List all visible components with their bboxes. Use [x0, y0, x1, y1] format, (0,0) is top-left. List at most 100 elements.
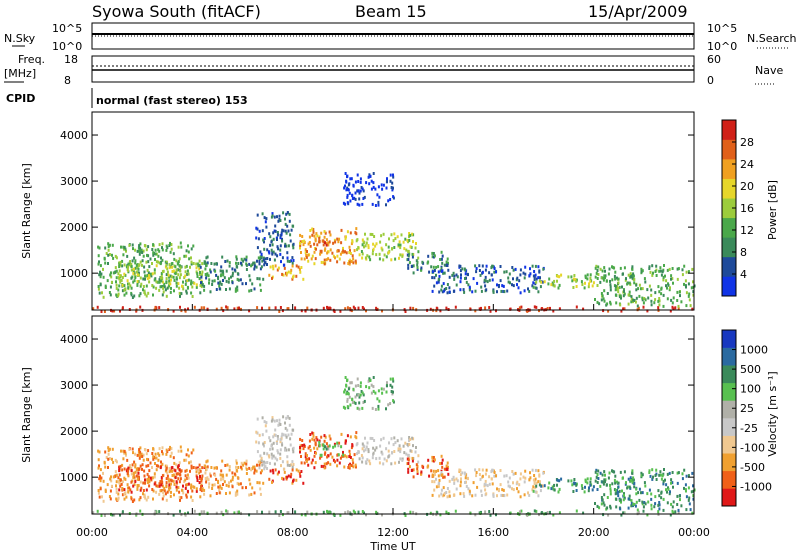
power-cell [142, 288, 144, 292]
velocity-cell [492, 494, 495, 498]
power-cell [224, 260, 227, 263]
velocity-cell [168, 479, 171, 483]
power-cell [442, 282, 445, 286]
velocity-cell [122, 457, 125, 461]
velocity-cell [119, 478, 122, 482]
power-cell [276, 215, 278, 219]
power-cell [146, 277, 149, 281]
velocity-cell [134, 470, 137, 474]
power-cell [115, 280, 117, 284]
power-cell [235, 255, 238, 259]
velocity-cell [102, 471, 104, 475]
velocity-cell [134, 465, 137, 469]
velocity-cell [683, 486, 685, 490]
velocity-cell [161, 484, 164, 488]
power-cell [154, 252, 157, 256]
power-cell [240, 261, 242, 265]
power-cell [658, 290, 661, 294]
power-cell [386, 177, 388, 181]
velocity-cell [680, 504, 683, 508]
power-cell [276, 268, 279, 272]
velocity-cell [138, 456, 141, 460]
velocity-cell [337, 453, 340, 457]
velocity-cell [135, 467, 138, 471]
velocity-cell [684, 483, 687, 487]
power-cell [263, 216, 266, 220]
velocity-cell [456, 479, 459, 483]
power-cell [122, 245, 125, 249]
velocity-cell [677, 508, 680, 512]
velocity-cell [157, 458, 160, 462]
power-cell [602, 276, 605, 280]
velocity-cell [546, 511, 549, 514]
power-cell [632, 272, 635, 276]
power-cell [352, 183, 355, 187]
power-cell [141, 251, 144, 254]
power-cell [354, 180, 357, 184]
power-cell [285, 212, 288, 216]
power-cell [143, 290, 146, 294]
velocity-cell [282, 433, 285, 437]
power-cell [225, 279, 228, 283]
power-cell [437, 265, 440, 269]
velocity-cell [248, 466, 251, 470]
power-cell [640, 267, 643, 271]
power-cell [307, 242, 310, 246]
power-cell [356, 248, 359, 252]
power-cell [459, 269, 462, 273]
power-cell [691, 307, 694, 311]
power-cell [347, 183, 350, 187]
power-cell [346, 195, 349, 199]
velocity-cell [277, 451, 280, 455]
power-cell [285, 271, 287, 275]
power-cell [122, 253, 125, 257]
power-cell [336, 249, 339, 253]
power-cell [617, 281, 620, 285]
velocity-cell [258, 463, 261, 467]
velocity-cell [299, 446, 301, 449]
velocity-cell [358, 395, 361, 399]
velocity-cell [519, 472, 522, 476]
x-tick-label: 00:00 [76, 526, 108, 539]
power-cell [145, 260, 148, 264]
power-cell [276, 233, 279, 237]
velocity-cell [437, 474, 440, 478]
velocity-cell [627, 506, 630, 510]
velocity-cell [533, 509, 536, 513]
power-cell [274, 306, 277, 310]
power-cell [265, 225, 268, 229]
colorbar-tick-label: 28 [740, 136, 754, 149]
power-cell [540, 307, 543, 311]
power-cell [215, 262, 218, 266]
velocity-cell [552, 513, 555, 517]
power-cell [358, 197, 361, 201]
velocity-cell [350, 446, 353, 450]
power-cell [453, 277, 456, 281]
power-cell [391, 181, 394, 185]
power-cell [192, 281, 195, 285]
velocity-cell [188, 461, 191, 465]
velocity-cell [664, 478, 666, 482]
power-cell [378, 257, 381, 261]
power-cell [368, 182, 371, 186]
velocity-cell [256, 463, 258, 467]
power-cell [112, 256, 115, 260]
power-cell [126, 268, 129, 271]
power-cell [362, 197, 365, 200]
velocity-cell [613, 478, 616, 482]
power-cell [118, 265, 121, 269]
velocity-cell [356, 406, 359, 410]
power-cell [154, 258, 156, 261]
velocity-cell [147, 464, 150, 468]
velocity-cell [490, 470, 493, 474]
velocity-cell [668, 492, 671, 496]
velocity-cell [221, 473, 224, 477]
power-cell [295, 264, 298, 268]
power-cell [637, 287, 640, 291]
velocity-cell [118, 488, 121, 492]
velocity-cell [180, 496, 183, 500]
velocity-cell [619, 470, 622, 474]
power-cell [150, 272, 152, 276]
power-cell [109, 293, 112, 297]
power-cell [641, 298, 644, 302]
